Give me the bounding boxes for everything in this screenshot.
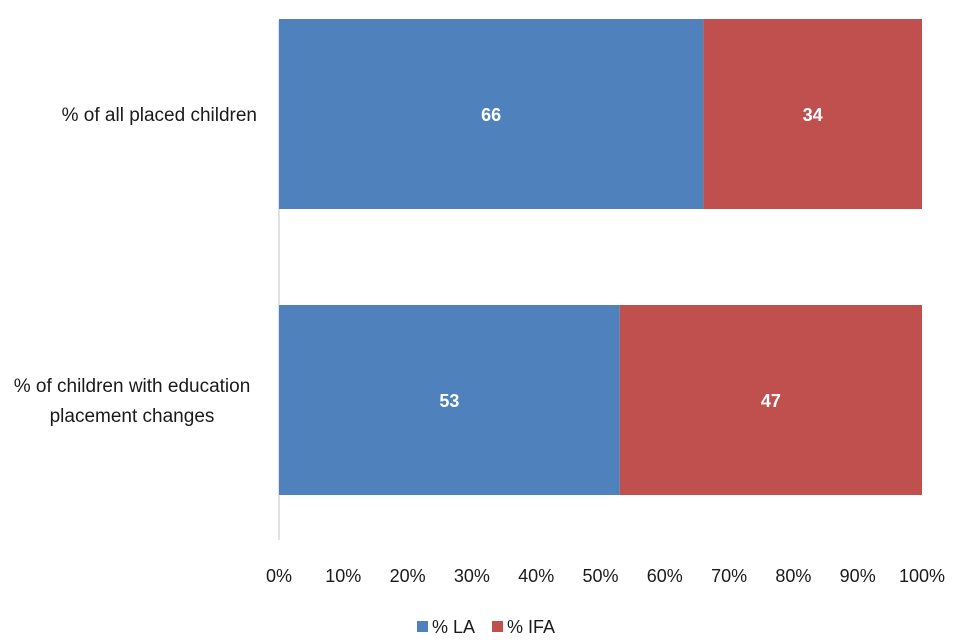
data-label-la-2: 53 — [439, 391, 459, 411]
category-label-1: % of all placed children — [62, 105, 257, 126]
x-tick-label: 40% — [518, 566, 554, 586]
x-tick-label: 10% — [325, 566, 361, 586]
x-tick-label: 20% — [390, 566, 426, 586]
category-label-2: % of children with education — [14, 376, 251, 397]
bar-segment-la-2 — [279, 305, 620, 495]
category-label-2: placement changes — [50, 406, 215, 427]
legend: % LA % IFA — [417, 617, 555, 637]
legend-swatch-ifa — [492, 621, 503, 632]
legend-label-la: % LA — [432, 617, 475, 637]
bar-segment-ifa-2 — [619, 305, 922, 495]
bar-segment-la-1 — [279, 19, 704, 209]
x-tick-label: 70% — [711, 566, 747, 586]
category-labels: % of all placed children % of children wi… — [14, 105, 257, 427]
bar-segment-ifa-1 — [703, 19, 922, 209]
x-tick-label: 30% — [454, 566, 490, 586]
x-tick-label: 100% — [899, 566, 945, 586]
x-tick-label: 50% — [582, 566, 618, 586]
data-label-la-1: 66 — [481, 105, 501, 125]
bars-group: 66 34 53 47 — [279, 19, 922, 495]
x-tick-label: 60% — [647, 566, 683, 586]
x-axis-tick-labels: 0% 10% 20% 30% 40% 50% 60% 70% 80% 90% 100% — [266, 566, 945, 586]
data-label-ifa-2: 47 — [761, 391, 781, 411]
x-tick-label: 90% — [840, 566, 876, 586]
legend-label-ifa: % IFA — [507, 617, 555, 637]
data-label-ifa-1: 34 — [803, 105, 823, 125]
x-tick-label: 0% — [266, 566, 292, 586]
x-tick-label: 80% — [775, 566, 811, 586]
legend-swatch-la — [417, 621, 428, 632]
